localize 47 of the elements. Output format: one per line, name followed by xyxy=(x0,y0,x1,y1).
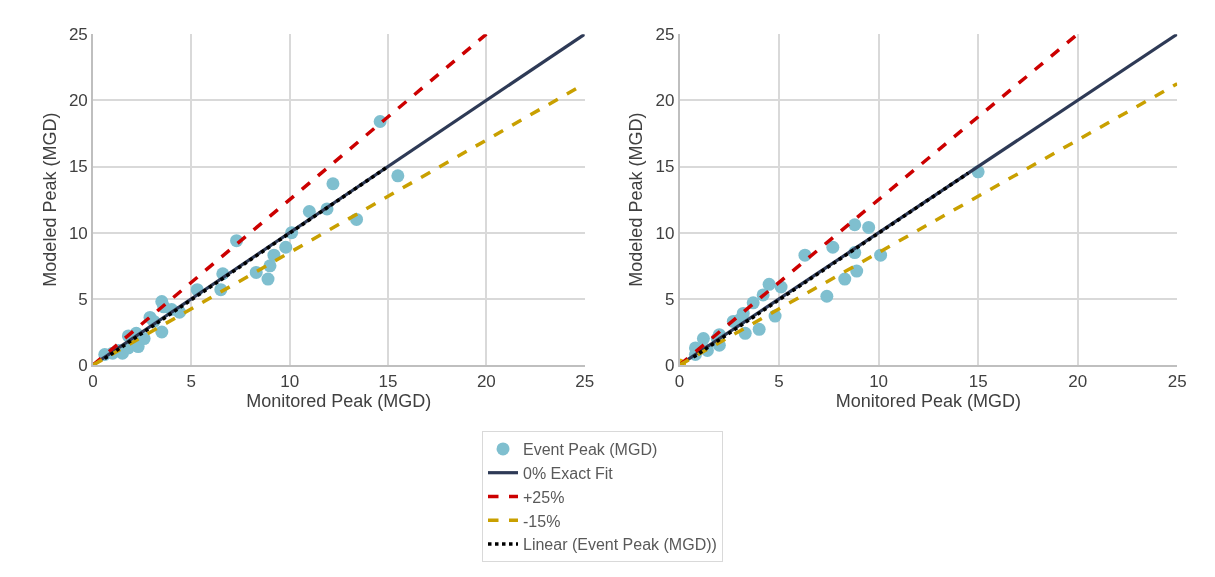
legend-label: -15% xyxy=(523,512,561,530)
x-axis-title: Monitored Peak (MGD) xyxy=(246,391,432,412)
point xyxy=(826,240,840,254)
point xyxy=(848,218,862,232)
point xyxy=(838,272,852,286)
legend-label: +25% xyxy=(523,488,565,506)
x-tick-label: 20 xyxy=(1068,372,1088,392)
x-tick-label: 5 xyxy=(774,372,784,392)
x-tick-label: 25 xyxy=(1167,372,1187,392)
y-tick-label: 20 xyxy=(655,91,675,111)
y-tick-label: 0 xyxy=(664,356,675,376)
x-tick-label: 20 xyxy=(476,372,496,392)
legend-label: Linear (Event Peak (MGD)) xyxy=(523,536,717,554)
y-tick-label: 5 xyxy=(664,289,675,309)
y-tick-label: 10 xyxy=(68,223,88,243)
point xyxy=(820,289,834,303)
y-axis-title: Modeled Peak (MGD) xyxy=(626,112,647,287)
point xyxy=(155,325,169,339)
x-tick-label: 25 xyxy=(575,372,595,392)
y-axis-title: Modeled Peak (MGD) xyxy=(39,112,60,287)
x-tick-label: 10 xyxy=(280,372,300,392)
point xyxy=(261,272,275,286)
point xyxy=(752,322,766,336)
point xyxy=(326,177,340,191)
point xyxy=(696,332,710,346)
x-axis-title: Monitored Peak (MGD) xyxy=(835,391,1021,412)
y-tick-label: 15 xyxy=(655,157,675,177)
legend-label: 0% Exact Fit xyxy=(523,464,614,482)
y-tick-label: 20 xyxy=(68,91,88,111)
point xyxy=(798,248,812,262)
y-tick-label: 5 xyxy=(78,289,88,309)
x-tick-label: 5 xyxy=(186,372,197,392)
point xyxy=(302,205,316,219)
x-tick-label: 15 xyxy=(968,372,988,392)
x-tick-label: 15 xyxy=(378,372,398,392)
point xyxy=(391,169,405,183)
y-tick-label: 0 xyxy=(78,356,88,376)
point xyxy=(850,264,864,278)
point xyxy=(762,277,776,291)
y-tick-label: 25 xyxy=(68,25,88,45)
y-tick-label: 10 xyxy=(655,223,675,243)
point xyxy=(279,240,293,254)
point xyxy=(862,220,876,234)
y-tick-label: 25 xyxy=(655,25,675,45)
x-tick-label: 10 xyxy=(869,372,889,392)
legend-label: Event Peak (MGD) xyxy=(523,441,658,459)
y-tick-label: 15 xyxy=(68,157,88,177)
